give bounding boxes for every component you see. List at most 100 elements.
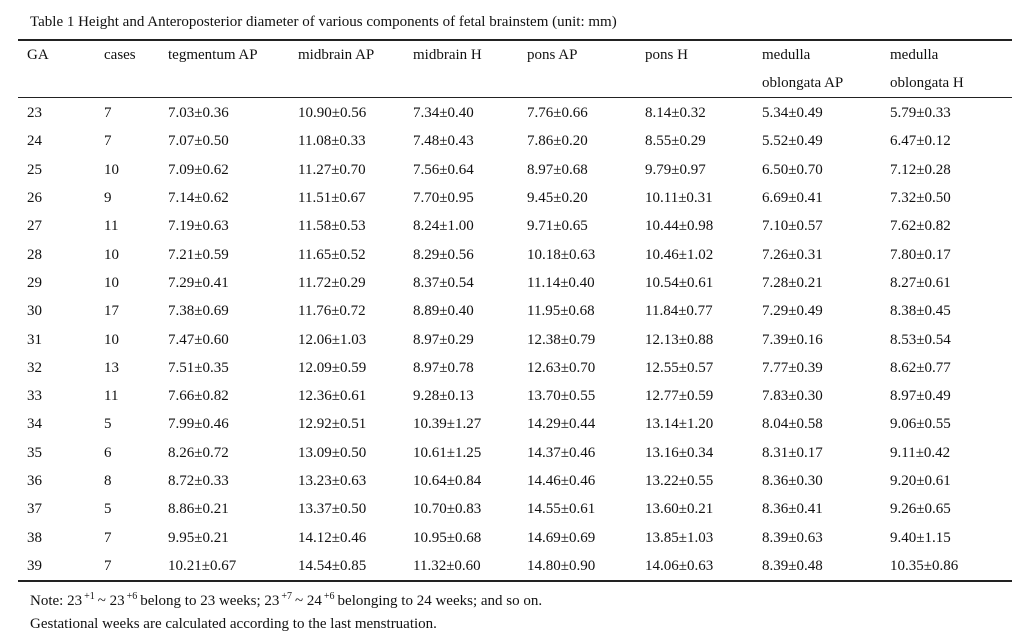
cell: 10.95±0.68 (413, 529, 482, 546)
cell: 10.70±0.83 (413, 501, 482, 518)
cell: 10.90±0.56 (298, 105, 367, 121)
cell: 11.65±0.52 (298, 246, 366, 263)
cell: 8.97±0.68 (527, 161, 588, 178)
header-cell: cases (104, 47, 136, 63)
cell: 9.20±0.61 (890, 473, 951, 490)
cell: 9.40±1.15 (890, 529, 951, 546)
footnote: Gestational weeks are calculated accordi… (30, 616, 437, 632)
cell: 13.14±1.20 (645, 416, 714, 433)
cell: 14.69±0.69 (527, 529, 596, 546)
cell: 32 (27, 359, 42, 376)
cell: 9.79±0.97 (645, 161, 706, 178)
cell: 9.95±0.21 (168, 529, 229, 546)
cell: 7.14±0.62 (168, 189, 229, 206)
cell: 7 (104, 133, 112, 150)
note-text: belong to 23 weeks; 23 (140, 593, 280, 609)
cell: 7.48±0.43 (413, 133, 474, 150)
cell: 13.60±0.21 (645, 501, 714, 518)
cell: 8.39±0.63 (762, 529, 823, 546)
cell: 5 (104, 416, 112, 433)
header-cell: pons H (645, 47, 688, 63)
cell: 13 (104, 359, 119, 376)
cell: 8.62±0.77 (890, 359, 951, 376)
cell: 10.18±0.63 (527, 246, 596, 263)
cell: 34 (27, 416, 42, 433)
cell: 14.06±0.63 (645, 558, 714, 574)
cell: 8.53±0.54 (890, 331, 951, 348)
cell: 7.03±0.36 (168, 105, 229, 121)
cell: 28 (27, 246, 42, 263)
note: Note: 23 +1 ~ 23 +6 belong to 23 weeks; 23 +7… (30, 587, 542, 611)
cell: 7.47±0.60 (168, 331, 229, 348)
cell: 7.28±0.21 (762, 274, 823, 291)
cell: 7.62±0.82 (890, 218, 951, 235)
cell: 7.99±0.46 (168, 416, 229, 433)
header-cell: GA (27, 47, 49, 63)
cell: 9.11±0.42 (890, 444, 951, 461)
cell: 11.95±0.68 (527, 303, 595, 320)
cell: 10 (104, 161, 119, 178)
note-text: belonging to 24 weeks; and so on. (337, 593, 543, 609)
cell: 8.39±0.48 (762, 558, 823, 574)
note-text: ~ 23 (97, 593, 125, 609)
cell: 7.29±0.41 (168, 274, 229, 291)
cell: 12.77±0.59 (645, 388, 714, 405)
cell: 7.09±0.62 (168, 161, 229, 178)
cell: 7.26±0.31 (762, 246, 823, 263)
bottom-rule (18, 580, 1012, 582)
cell: 14.54±0.85 (298, 558, 367, 574)
cell: 14.29±0.44 (527, 416, 596, 433)
cell: 10.39±1.27 (413, 416, 482, 433)
table-title: Table 1 Height and Anteroposterior diame… (30, 14, 617, 30)
cell: 11.72±0.29 (298, 274, 366, 291)
cell: 8.86±0.21 (168, 501, 229, 518)
cell: 9.28±0.13 (413, 388, 474, 405)
cell: 8.97±0.29 (413, 331, 474, 348)
cell: 7.86±0.20 (527, 133, 588, 150)
cell: 11.14±0.40 (527, 274, 595, 291)
cell: 11.32±0.60 (413, 558, 481, 574)
cell: 11 (104, 218, 119, 235)
cell: 27 (27, 218, 42, 235)
cell: 12.92±0.51 (298, 416, 367, 433)
cell: 11.58±0.53 (298, 218, 366, 235)
cell: 7.56±0.64 (413, 161, 474, 178)
cell: 12.06±1.03 (298, 331, 367, 348)
cell: 6.50±0.70 (762, 161, 823, 178)
superscript: +1 (84, 591, 95, 602)
cell: 8.89±0.40 (413, 303, 474, 320)
cell: 7.34±0.40 (413, 105, 474, 121)
cell: 7.10±0.57 (762, 218, 823, 235)
cell: 13.16±0.34 (645, 444, 714, 461)
cell: 10.11±0.31 (645, 189, 713, 206)
header-cell: tegmentum AP (168, 47, 258, 63)
cell: 7.19±0.63 (168, 218, 229, 235)
cell: 13.70±0.55 (527, 388, 596, 405)
cell: 11.27±0.70 (298, 161, 366, 178)
top-rule (18, 39, 1012, 41)
cell: 14.55±0.61 (527, 501, 596, 518)
cell: 8.55±0.29 (645, 133, 706, 150)
header-cell: pons AP (527, 47, 578, 63)
cell: 7.66±0.82 (168, 388, 229, 405)
cell: 5.34±0.49 (762, 105, 823, 121)
cell: 9.06±0.55 (890, 416, 951, 433)
superscript: +6 (323, 591, 335, 602)
cell: 7.70±0.95 (413, 189, 474, 206)
cell: 11.76±0.72 (298, 303, 366, 320)
cell: 35 (27, 444, 42, 461)
cell: 10.46±1.02 (645, 246, 714, 263)
cell: 12.36±0.61 (298, 388, 367, 405)
cell: 10 (104, 331, 119, 348)
cell: 14.46±0.46 (527, 473, 596, 490)
cell: 12.13±0.88 (645, 331, 714, 348)
cell: 10.44±0.98 (645, 218, 714, 235)
cell: 8.97±0.78 (413, 359, 474, 376)
superscript: +7 (281, 591, 293, 602)
cell: 7.80±0.17 (890, 246, 951, 263)
cell: 7.76±0.66 (527, 105, 588, 121)
cell: 9.71±0.65 (527, 218, 588, 235)
cell: 8.24±1.00 (413, 218, 474, 235)
cell: 9.45±0.20 (527, 189, 588, 206)
